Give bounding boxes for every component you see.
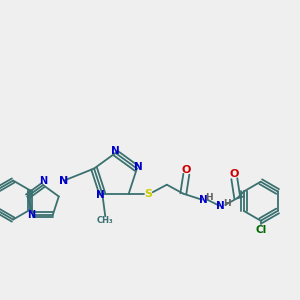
Text: O: O: [230, 169, 239, 179]
Text: N: N: [199, 195, 208, 205]
Text: N: N: [27, 210, 35, 220]
Text: H: H: [206, 193, 213, 202]
Text: N: N: [59, 176, 69, 185]
Text: N: N: [96, 190, 105, 200]
Text: N: N: [134, 162, 143, 172]
Text: N: N: [111, 146, 120, 157]
Text: H: H: [223, 199, 231, 208]
Text: Cl: Cl: [255, 225, 266, 235]
Text: N: N: [217, 201, 225, 211]
Text: S: S: [144, 189, 152, 199]
Text: O: O: [182, 165, 191, 175]
Text: N: N: [39, 176, 47, 186]
Text: CH₃: CH₃: [97, 216, 114, 225]
